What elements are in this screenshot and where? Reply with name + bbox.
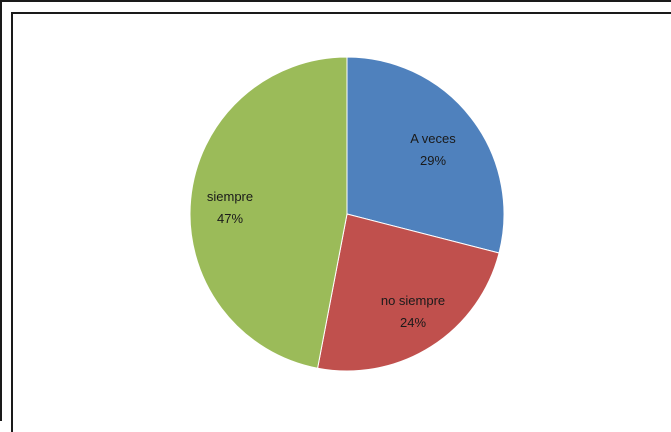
slice-label-a-veces-percent: 29% [420,153,446,168]
slice-label-a-veces-name: A veces [410,131,456,146]
slice-label-siempre-name: siempre [207,189,253,204]
slice-label-no-siempre-percent: 24% [400,315,426,330]
slice-label-siempre-percent: 47% [217,211,243,226]
pie-chart: A veces 29% no siempre 24% siempre 47% [0,0,671,421]
pie-slice-siempre [190,57,347,368]
slice-label-no-siempre-name: no siempre [381,293,445,308]
